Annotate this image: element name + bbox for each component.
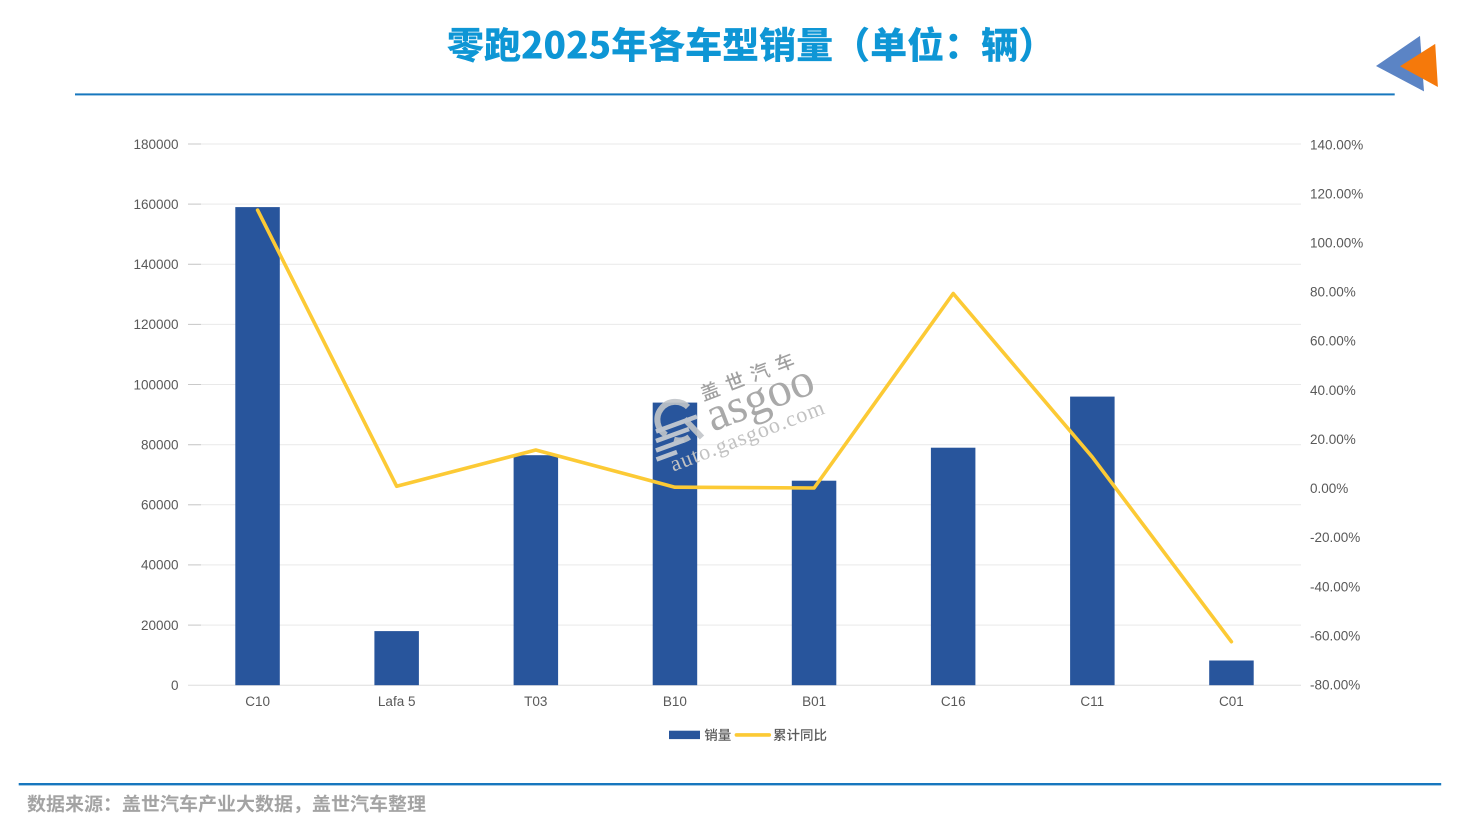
svg-text:40.00%: 40.00% <box>1310 383 1356 398</box>
svg-text:120000: 120000 <box>133 317 178 332</box>
svg-text:100.00%: 100.00% <box>1310 236 1363 251</box>
svg-text:140000: 140000 <box>133 257 178 272</box>
svg-text:40000: 40000 <box>141 558 179 573</box>
svg-text:T03: T03 <box>524 694 547 709</box>
svg-text:120.00%: 120.00% <box>1310 186 1363 201</box>
svg-text:0.00%: 0.00% <box>1310 481 1348 496</box>
svg-text:-80.00%: -80.00% <box>1310 678 1360 693</box>
svg-text:60.00%: 60.00% <box>1310 334 1356 349</box>
svg-text:160000: 160000 <box>133 197 178 212</box>
svg-text:C10: C10 <box>245 694 270 709</box>
svg-text:60000: 60000 <box>141 498 179 513</box>
svg-text:140.00%: 140.00% <box>1310 137 1363 152</box>
svg-text:180000: 180000 <box>133 137 178 152</box>
svg-text:80000: 80000 <box>141 438 179 453</box>
svg-text:Lafa 5: Lafa 5 <box>378 694 416 709</box>
svg-text:B10: B10 <box>663 694 687 709</box>
svg-text:-40.00%: -40.00% <box>1310 579 1360 594</box>
svg-text:-20.00%: -20.00% <box>1310 530 1360 545</box>
svg-text:100000: 100000 <box>133 377 178 392</box>
svg-text:20000: 20000 <box>141 618 179 633</box>
svg-text:-60.00%: -60.00% <box>1310 628 1360 643</box>
svg-text:C11: C11 <box>1080 694 1104 709</box>
svg-text:80.00%: 80.00% <box>1310 285 1356 300</box>
svg-text:C16: C16 <box>941 694 966 709</box>
svg-text:B01: B01 <box>802 694 826 709</box>
svg-text:20.00%: 20.00% <box>1310 432 1356 447</box>
svg-text:0: 0 <box>171 678 179 693</box>
svg-text:C01: C01 <box>1219 694 1244 709</box>
